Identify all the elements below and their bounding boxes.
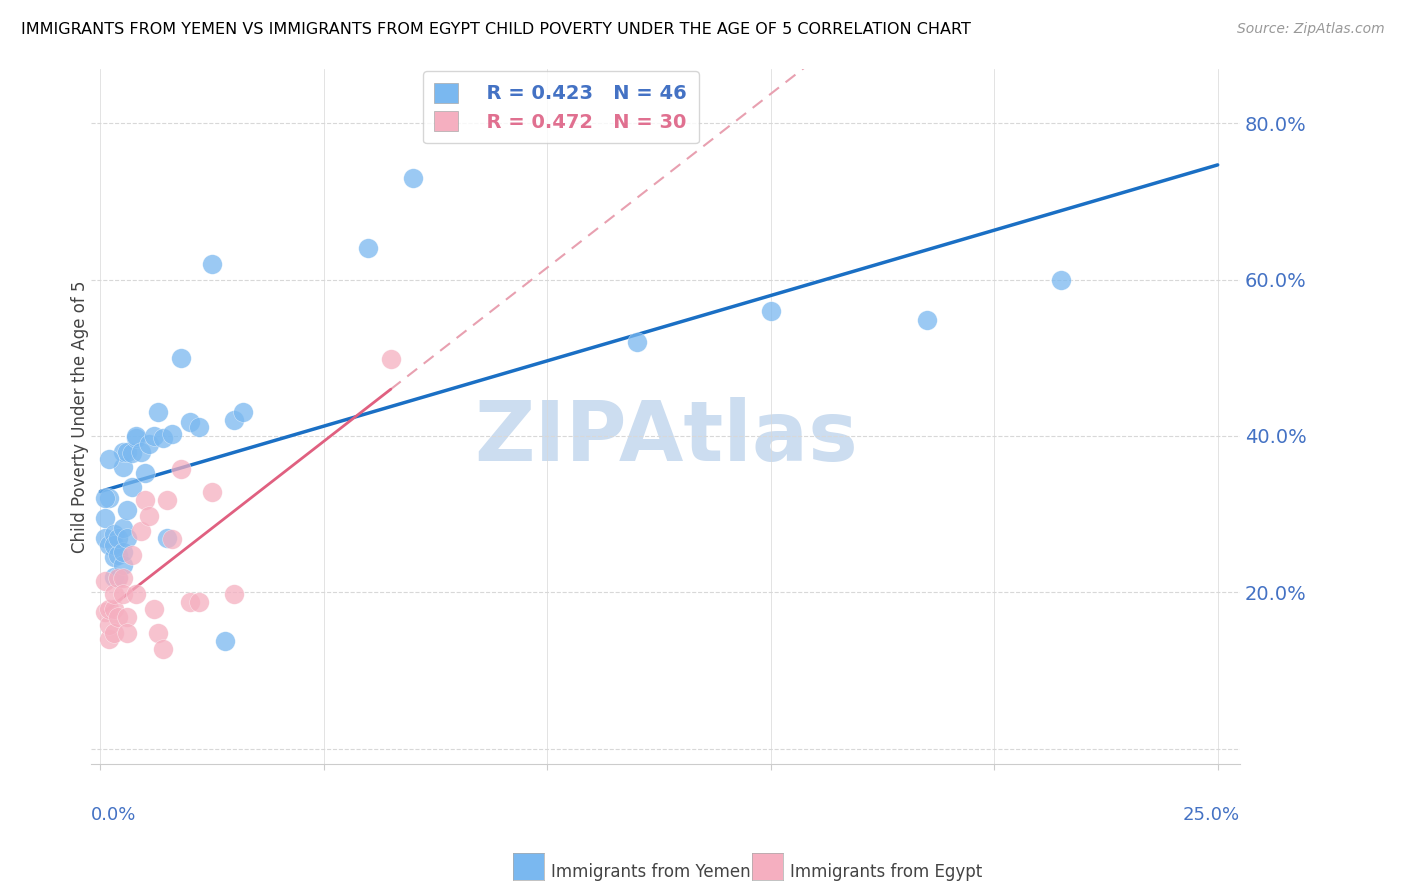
Point [142, 602, 165, 616]
Point [94, 605, 117, 619]
Point [170, 351, 193, 365]
Point [129, 524, 152, 539]
Point [107, 548, 129, 562]
Point [103, 626, 125, 640]
Point [224, 587, 246, 601]
Point [111, 444, 134, 458]
Point [129, 444, 152, 458]
Point [134, 493, 156, 508]
Point [111, 521, 134, 535]
Point [214, 633, 236, 648]
Point [142, 429, 165, 443]
Point [115, 503, 138, 517]
Point [179, 415, 201, 429]
Point [170, 462, 193, 476]
Point [98, 632, 121, 647]
Point [759, 303, 782, 318]
Point [94, 511, 117, 525]
Text: Source: ZipAtlas.com: Source: ZipAtlas.com [1237, 22, 1385, 37]
Point [201, 257, 224, 271]
Point [94, 491, 117, 506]
Point [111, 571, 134, 585]
Point [98, 452, 121, 467]
Point [187, 419, 209, 434]
Point [111, 587, 134, 601]
Point [152, 430, 174, 444]
Point [94, 531, 117, 545]
Point [107, 569, 129, 583]
Point [121, 446, 143, 460]
Point [152, 641, 174, 656]
Point [98, 618, 121, 632]
Text: 0.0%: 0.0% [91, 806, 136, 824]
Text: 25.0%: 25.0% [1182, 806, 1240, 824]
Point [134, 467, 156, 481]
Point [121, 548, 143, 562]
Point [232, 405, 254, 419]
Point [94, 574, 117, 588]
Point [103, 602, 125, 616]
Point [111, 460, 134, 475]
Point [160, 532, 183, 546]
Point [115, 626, 138, 640]
Point [98, 602, 121, 616]
Point [1050, 272, 1073, 286]
Point [125, 429, 148, 443]
Point [125, 587, 148, 601]
Point [156, 493, 179, 508]
Point [98, 491, 121, 506]
Text: Immigrants from Yemen: Immigrants from Yemen [551, 863, 751, 881]
Point [115, 531, 138, 545]
Point [626, 335, 648, 350]
Text: ZIPAtlas: ZIPAtlas [474, 397, 858, 478]
Point [98, 538, 121, 552]
Point [357, 241, 380, 255]
Point [107, 610, 129, 624]
Y-axis label: Child Poverty Under the Age of 5: Child Poverty Under the Age of 5 [72, 280, 89, 553]
Point [111, 544, 134, 558]
Point [115, 444, 138, 458]
Point [148, 626, 170, 640]
Point [138, 436, 160, 450]
Point [103, 550, 125, 565]
Point [380, 352, 402, 367]
Point [160, 427, 183, 442]
Text: Immigrants from Egypt: Immigrants from Egypt [790, 863, 983, 881]
Point [111, 558, 134, 572]
Point [187, 595, 209, 609]
Point [179, 595, 201, 609]
Point [224, 413, 246, 427]
Point [103, 569, 125, 583]
Point [201, 485, 224, 500]
Point [402, 171, 425, 186]
Point [103, 587, 125, 601]
Point [107, 571, 129, 585]
Point [107, 531, 129, 545]
Point [121, 480, 143, 494]
Point [915, 313, 938, 327]
Text: IMMIGRANTS FROM YEMEN VS IMMIGRANTS FROM EGYPT CHILD POVERTY UNDER THE AGE OF 5 : IMMIGRANTS FROM YEMEN VS IMMIGRANTS FROM… [21, 22, 972, 37]
Legend:   R = 0.423   N = 46,   R = 0.472   N = 30: R = 0.423 N = 46, R = 0.472 N = 30 [423, 71, 699, 144]
Point [156, 531, 179, 545]
Point [115, 610, 138, 624]
Point [138, 508, 160, 523]
Point [103, 538, 125, 552]
Point [103, 526, 125, 541]
Point [148, 405, 170, 419]
Point [125, 430, 148, 444]
